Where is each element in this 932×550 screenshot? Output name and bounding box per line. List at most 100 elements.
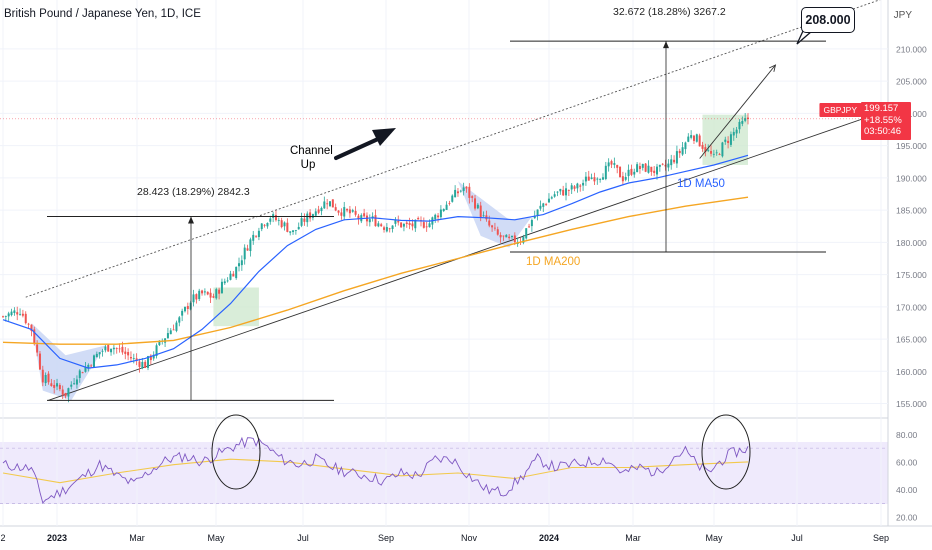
candle-body — [380, 224, 383, 227]
candle-body — [118, 348, 121, 350]
candle-body — [64, 392, 67, 397]
candle-body — [343, 207, 346, 217]
candle-body — [220, 281, 223, 294]
candle-body — [428, 223, 431, 228]
candle-body — [678, 150, 681, 154]
annotation-shapes — [211, 30, 813, 490]
candle-body — [33, 329, 36, 345]
candle-body — [747, 117, 749, 119]
candle-body — [152, 354, 155, 359]
candle-body — [112, 347, 115, 350]
measure-label-2023: 28.423 (18.29%) 2842.3 — [137, 186, 250, 198]
candle-body — [104, 346, 107, 351]
candle-body — [331, 199, 334, 208]
candle-body — [212, 296, 215, 298]
candle-body — [454, 189, 457, 198]
candle-body — [493, 227, 496, 229]
price-tick-label: 180.000 — [896, 238, 927, 248]
rsi-tick-label: 20.00 — [896, 513, 918, 523]
candle-body — [78, 370, 81, 379]
candle-body — [87, 364, 90, 369]
candle-body — [238, 263, 241, 267]
candle-body — [107, 345, 110, 352]
candle-body — [13, 310, 16, 313]
candle-body — [400, 222, 403, 228]
candle-body — [513, 235, 516, 243]
target-callout[interactable]: 208.000 — [801, 7, 855, 33]
candle-body — [579, 185, 582, 187]
ma200-line — [2, 196, 749, 345]
candle-body — [98, 352, 101, 355]
candle-body — [348, 209, 351, 214]
candle-body — [402, 224, 405, 227]
candle-body — [232, 273, 235, 277]
candle-body — [7, 313, 10, 317]
candle-body — [658, 164, 661, 167]
time-tick-label: 2 — [0, 533, 5, 543]
price-axis: 210.000 205.000 200.000 195.000 190.000 185.0… — [896, 44, 927, 409]
candle-body — [562, 189, 565, 196]
candle-body — [584, 176, 587, 182]
candle-body — [44, 374, 47, 384]
candle-body — [249, 239, 252, 252]
candle-body — [226, 280, 229, 282]
candle-body — [374, 215, 377, 227]
candle-body — [667, 163, 670, 168]
target-arrow-line — [699, 64, 776, 159]
measure-arrow-2024 — [663, 41, 669, 49]
rsi-circle-2 — [701, 414, 751, 490]
candle-body — [90, 365, 93, 367]
price-tick-label: 185.000 — [896, 206, 927, 216]
candle-body — [425, 226, 428, 228]
candle-body — [53, 384, 56, 388]
candle-body — [576, 183, 579, 189]
candle-body — [710, 151, 713, 154]
candle-body — [75, 379, 78, 385]
candle-body — [391, 225, 394, 230]
candle-body — [624, 176, 627, 180]
candle-body — [729, 134, 732, 145]
candle-body — [243, 247, 246, 260]
candle-body — [451, 195, 454, 202]
candle-body — [340, 212, 343, 216]
candle-body — [610, 161, 613, 165]
candle-body — [320, 207, 323, 212]
candle-body — [735, 129, 738, 134]
measure-arrow-2023 — [188, 216, 194, 224]
candle-body — [394, 219, 397, 224]
candle-body — [326, 203, 329, 205]
rsi-tick-label: 80.00 — [896, 430, 918, 440]
candle-body — [638, 166, 641, 170]
candle-body — [684, 142, 687, 150]
target-arrow-head — [768, 64, 777, 72]
candle-body — [690, 135, 693, 138]
candle-body — [47, 373, 50, 383]
candle-body — [474, 198, 477, 209]
candle-body — [522, 237, 525, 243]
candle-body — [462, 187, 465, 192]
candle-body — [377, 223, 380, 227]
candle-body — [186, 306, 189, 309]
breakout-zone-1 — [213, 287, 259, 327]
candle-body — [277, 220, 280, 221]
rsi-band — [0, 442, 888, 504]
price-tick-label: 160.000 — [896, 367, 927, 377]
candle-body — [92, 355, 95, 368]
candle-body — [439, 209, 442, 218]
candle-body — [510, 235, 513, 238]
price-tick-label: 200.000 — [896, 109, 927, 119]
candle-body — [687, 136, 690, 142]
candle-body — [147, 356, 150, 368]
candle-body — [434, 214, 437, 220]
time-tick-label: Nov — [461, 533, 478, 543]
candle-body — [38, 353, 41, 370]
candle-body — [297, 226, 300, 230]
candle-body — [158, 340, 161, 346]
candle-body — [84, 366, 87, 372]
candle-body — [525, 228, 528, 239]
candle-body — [252, 234, 255, 241]
candle-body — [738, 121, 741, 130]
rsi-tick-label: 40.00 — [896, 485, 918, 495]
candle-body — [701, 144, 704, 149]
